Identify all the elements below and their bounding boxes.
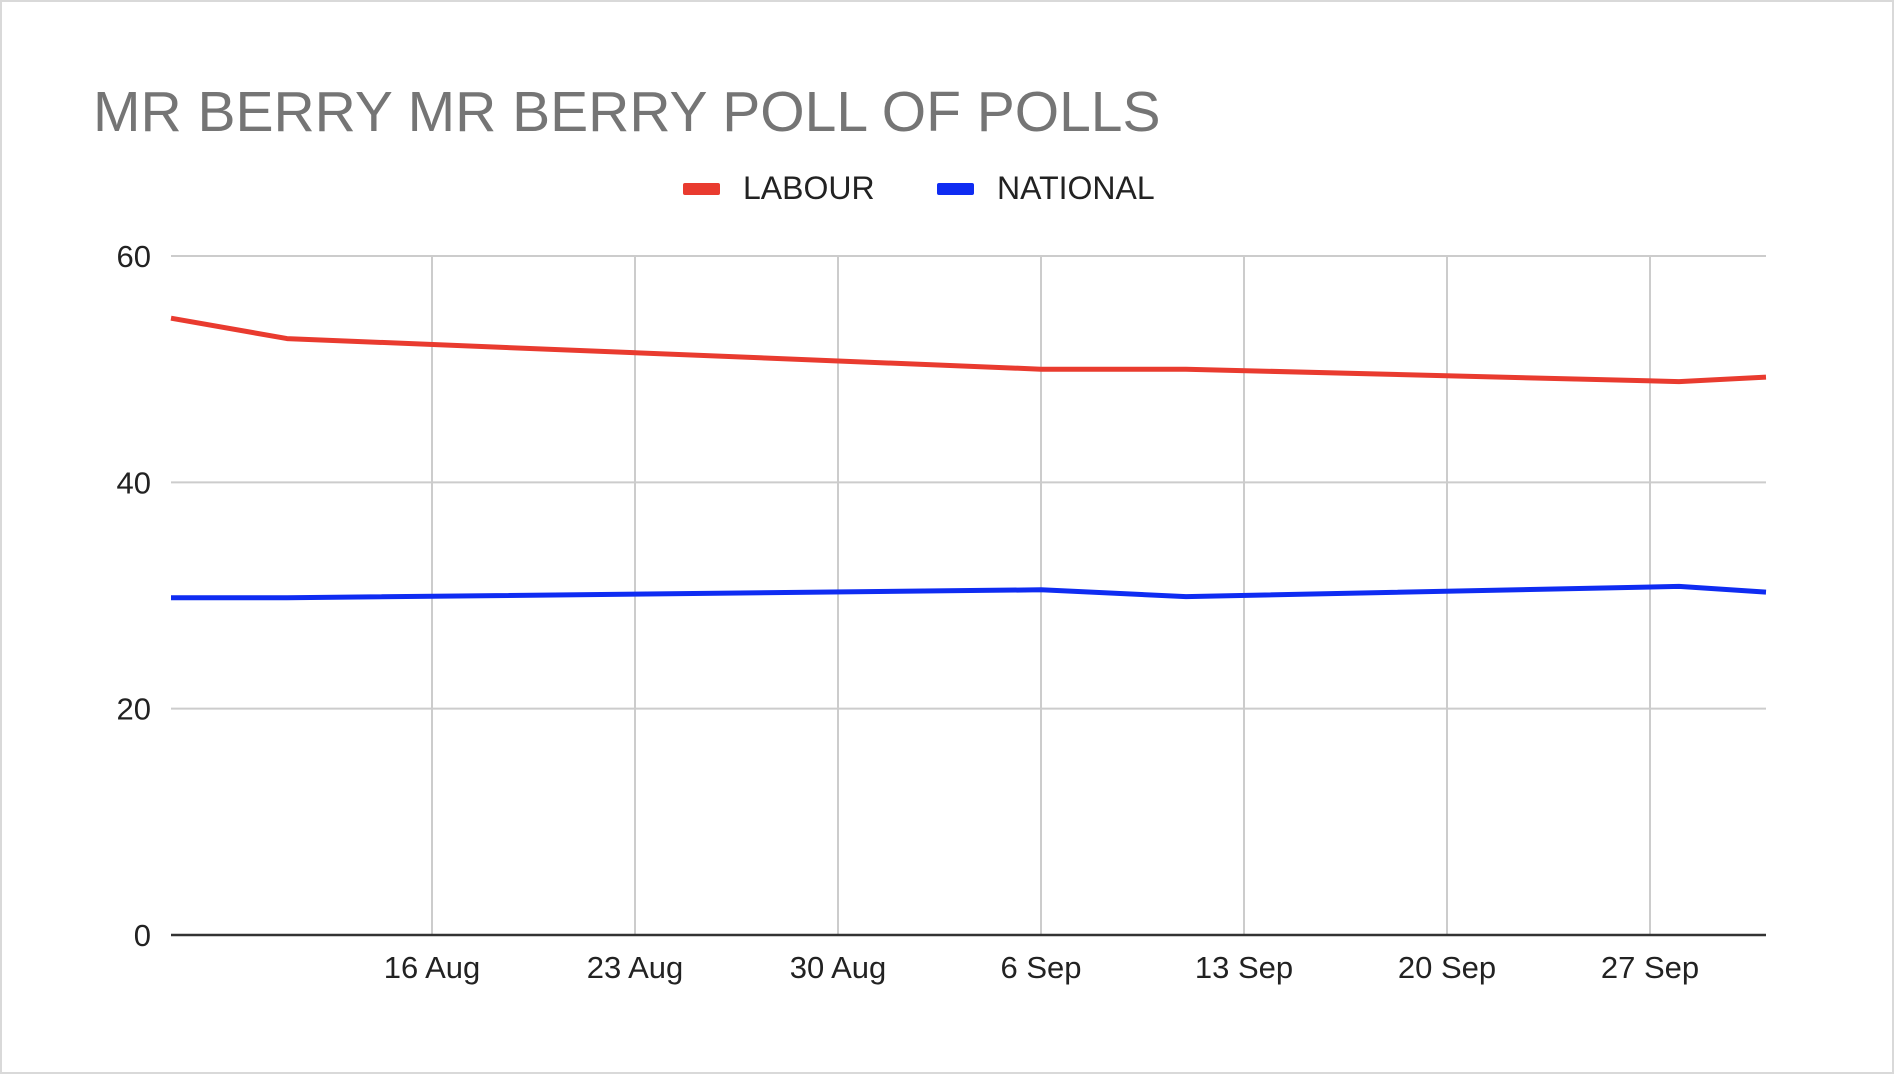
legend-swatch-national [937, 183, 974, 195]
y-axis: 0 20 40 60 [117, 239, 151, 953]
legend: LABOUR NATIONAL [683, 170, 1155, 206]
y-tick-label-40: 40 [117, 465, 151, 500]
x-tick-label-0: 16 Aug [384, 950, 481, 985]
x-tick-label-2: 30 Aug [790, 950, 887, 985]
x-tick-label-6: 27 Sep [1601, 950, 1699, 985]
y-tick-label-60: 60 [117, 239, 151, 274]
legend-swatch-labour [683, 183, 720, 195]
x-tick-label-5: 20 Sep [1398, 950, 1496, 985]
x-tick-label-4: 13 Sep [1195, 950, 1293, 985]
legend-item-labour[interactable]: LABOUR [683, 170, 875, 206]
series-line-national[interactable] [171, 583, 1767, 601]
legend-label-national: NATIONAL [997, 170, 1155, 206]
series-group [170, 315, 1767, 601]
legend-label-labour: LABOUR [743, 170, 875, 206]
x-axis: 16 Aug 23 Aug 30 Aug 6 Sep 13 Sep 20 Sep 27 Se… [171, 933, 1766, 985]
legend-item-national[interactable]: NATIONAL [937, 170, 1155, 206]
y-tick-label-0: 0 [134, 918, 151, 953]
x-tick-label-3: 6 Sep [1000, 950, 1081, 985]
x-tick-label-1: 23 Aug [587, 950, 684, 985]
chart-title: MR BERRY MR BERRY POLL OF POLLS [93, 80, 1161, 144]
series-line-labour[interactable] [170, 315, 1767, 385]
y-tick-label-20: 20 [117, 692, 151, 727]
